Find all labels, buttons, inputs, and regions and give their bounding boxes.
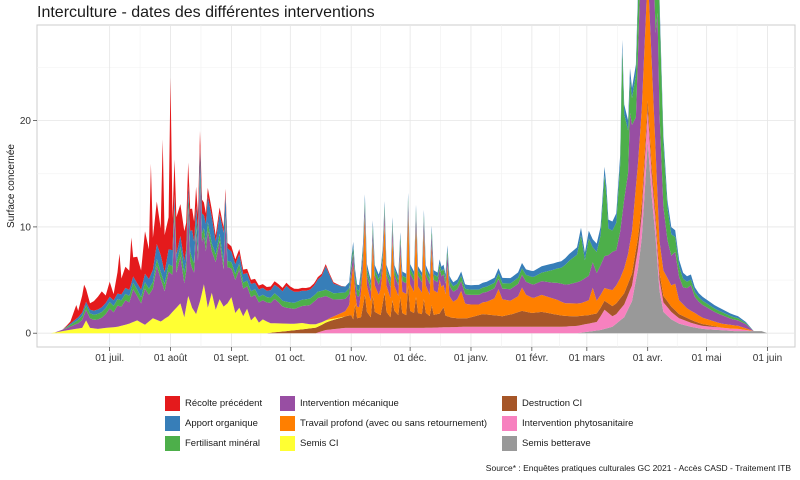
x-tick-label: 01 janv. <box>454 353 488 364</box>
area-series <box>50 0 768 334</box>
legend-swatch <box>502 396 517 411</box>
legend-swatch <box>165 416 180 431</box>
legend-swatch <box>502 436 517 451</box>
chart-title: Interculture - dates des différentes int… <box>37 4 375 21</box>
legend-item: Travail profond (avec ou sans retourneme… <box>280 416 487 431</box>
legend-item: Semis betterave <box>502 436 591 451</box>
legend-item: Apport organique <box>165 416 258 431</box>
legend-label: Destruction CI <box>522 398 583 409</box>
legend-item: Intervention phytosanitaire <box>502 416 633 431</box>
legend-item: Semis CI <box>280 436 339 451</box>
legend-item: Intervention mécanique <box>280 396 399 411</box>
legend-swatch <box>165 396 180 411</box>
x-tick-label: 01 sept. <box>214 353 250 364</box>
x-tick-label: 01 avr. <box>633 353 663 364</box>
x-tick-label: 01 déc. <box>394 353 427 364</box>
y-axis-label: Surface concernée <box>6 144 17 228</box>
x-tick-label: 01 août <box>154 353 188 364</box>
legend: Récolte précédent Apport organique Ferti… <box>165 396 725 456</box>
x-tick-label: 01 oct. <box>275 353 305 364</box>
legend-label: Travail profond (avec ou sans retourneme… <box>300 418 488 429</box>
chart-plot: 01 juil. 01 août 01 sept. 01 oct. 01 nov. 01 … <box>6 0 796 364</box>
x-tick-label: 01 mai <box>692 353 722 364</box>
legend-swatch <box>280 396 295 411</box>
legend-swatch <box>502 416 517 431</box>
y-tick-label: 20 <box>20 116 32 127</box>
source-note: Source* : Enquêtes pratiques culturales … <box>485 463 791 473</box>
legend-swatch <box>280 436 295 451</box>
area-series <box>50 0 768 334</box>
legend-label: Apport organique <box>185 418 258 429</box>
legend-label: Semis betterave <box>522 438 591 449</box>
x-tick-label: 01 nov. <box>335 353 367 364</box>
y-tick-label: 10 <box>20 222 32 233</box>
x-tick-label: 01 mars <box>569 353 605 364</box>
legend-swatch <box>280 416 295 431</box>
legend-label: Intervention phytosanitaire <box>522 418 634 429</box>
legend-item: Récolte précédent <box>165 396 262 411</box>
area-series <box>50 0 768 334</box>
legend-item: Fertilisant minéral <box>165 436 260 451</box>
legend-item: Destruction CI <box>502 396 582 411</box>
legend-label: Fertilisant minéral <box>185 438 260 449</box>
x-tick-label: 01 juil. <box>95 353 124 364</box>
x-tick-label: 01 juin <box>753 353 782 364</box>
legend-swatch <box>165 436 180 451</box>
x-tick-label: 01 févr. <box>515 353 548 364</box>
legend-label: Intervention mécanique <box>300 398 399 409</box>
area-series <box>50 0 768 334</box>
stacked-areas <box>50 0 768 334</box>
legend-label: Récolte précédent <box>185 398 263 409</box>
axis-ticks: 01 juil. 01 août 01 sept. 01 oct. 01 nov. 01 … <box>20 116 782 364</box>
legend-label: Semis CI <box>300 438 339 449</box>
y-tick-label: 0 <box>25 329 31 340</box>
